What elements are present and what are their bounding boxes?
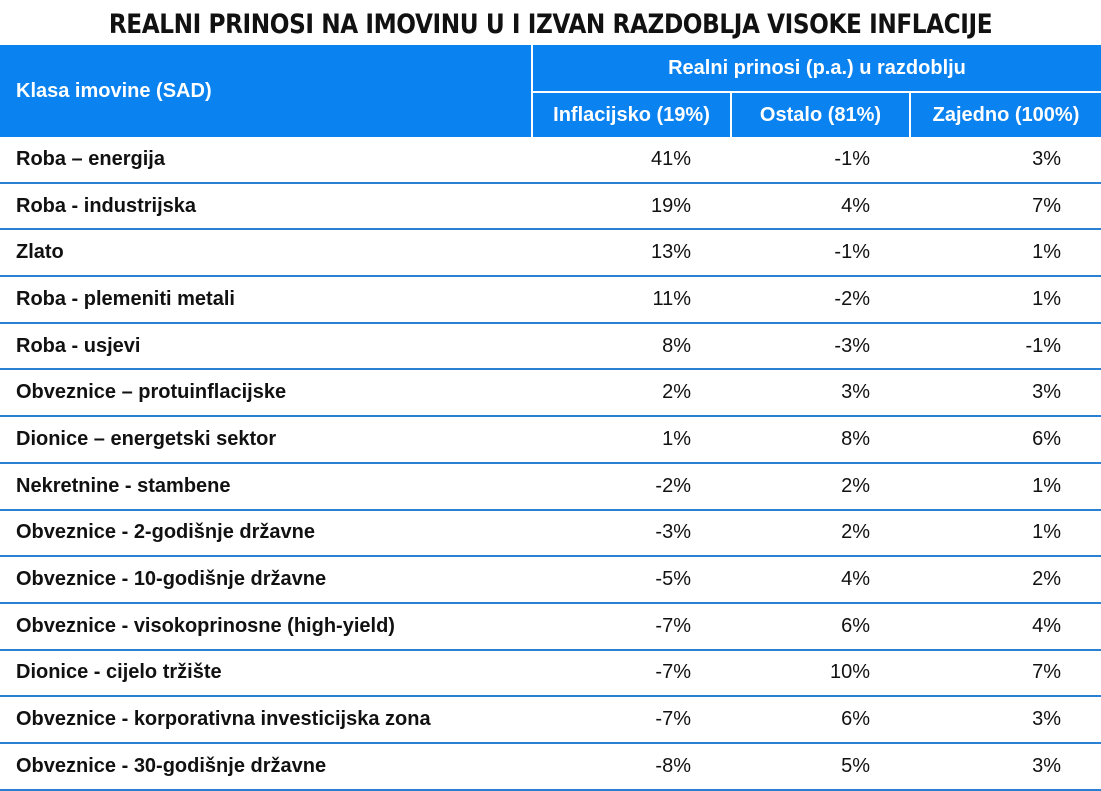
- asset-class-cell: Zlato: [0, 229, 532, 278]
- value-cell-inflation: -8%: [532, 742, 731, 791]
- value-cell-total: 3%: [910, 696, 1101, 744]
- value-cell-other: 2%: [731, 462, 910, 511]
- value-cell-other: 2%: [731, 509, 910, 558]
- table-row: Zlato 13% -1% 1%: [0, 229, 1101, 278]
- returns-table: Klasa imovine (SAD) Realni prinosi (p.a.…: [0, 45, 1101, 791]
- value-cell-inflation: -7%: [532, 696, 731, 744]
- table-row: Roba - plemeniti metali 11% -2% 1%: [0, 276, 1101, 324]
- value-cell-inflation: 1%: [532, 416, 731, 464]
- asset-class-cell: Nekretnine - stambene: [0, 462, 532, 511]
- table-row: Roba - industrijska 19% 4% 7%: [0, 182, 1101, 231]
- table-row: Obveznice - visokoprinosne (high-yield) -…: [0, 602, 1101, 651]
- value-cell-total: -1%: [910, 322, 1101, 371]
- table-row: Dionice - cijelo tržište -7% 10% 7%: [0, 649, 1101, 698]
- value-cell-inflation: -7%: [532, 602, 731, 651]
- asset-class-cell: Obveznice - korporativna investicijska z…: [0, 696, 532, 744]
- column-header-other: Ostalo (81%): [730, 92, 910, 137]
- value-cell-other: 3%: [731, 369, 910, 418]
- asset-class-cell: Obveznice – protuinflacijske: [0, 369, 532, 418]
- value-cell-total: 7%: [910, 649, 1101, 698]
- value-cell-total: 1%: [910, 509, 1101, 558]
- value-cell-inflation: -2%: [532, 462, 731, 511]
- period-group-header: Realni prinosi (p.a.) u razdoblju: [530, 45, 1101, 93]
- value-cell-inflation: 8%: [532, 322, 731, 371]
- value-cell-other: 6%: [731, 696, 910, 744]
- page-title: REALNI PRINOSI NA IMOVINU U I IZVAN RAZD…: [108, 9, 993, 40]
- asset-class-cell: Dionice - cijelo tržište: [0, 649, 532, 698]
- value-cell-inflation: -3%: [532, 509, 731, 558]
- table-row: Dionice – energetski sektor 1% 8% 6%: [0, 416, 1101, 464]
- value-cell-inflation: -7%: [532, 649, 731, 698]
- column-header-inflation: Inflacijsko (19%): [531, 92, 731, 137]
- value-cell-inflation: 13%: [532, 229, 731, 278]
- asset-class-cell: Roba - usjevi: [0, 322, 532, 371]
- asset-class-cell: Obveznice - 10-godišnje državne: [0, 556, 532, 604]
- value-cell-inflation: -5%: [532, 556, 731, 604]
- value-cell-inflation: 11%: [532, 276, 731, 324]
- value-cell-inflation: 19%: [532, 182, 731, 231]
- value-cell-total: 1%: [910, 229, 1101, 278]
- value-cell-total: 6%: [910, 416, 1101, 464]
- value-cell-other: 6%: [731, 602, 910, 651]
- value-cell-other: 4%: [731, 556, 910, 604]
- value-cell-total: 1%: [910, 462, 1101, 511]
- table-row: Obveznice - 2-godišnje državne -3% 2% 1%: [0, 509, 1101, 558]
- table-row: Roba - usjevi 8% -3% -1%: [0, 322, 1101, 371]
- value-cell-other: -1%: [731, 137, 910, 184]
- value-cell-total: 3%: [910, 742, 1101, 791]
- table-row: Obveznice - 10-godišnje državne -5% 4% 2%: [0, 556, 1101, 604]
- value-cell-other: 5%: [731, 742, 910, 791]
- asset-class-cell: Obveznice - visokoprinosne (high-yield): [0, 602, 532, 651]
- value-cell-other: 8%: [731, 416, 910, 464]
- asset-class-cell: Dionice – energetski sektor: [0, 416, 532, 464]
- value-cell-total: 1%: [910, 276, 1101, 324]
- asset-class-cell: Roba - industrijska: [0, 182, 532, 231]
- value-cell-total: 7%: [910, 182, 1101, 231]
- value-cell-total: 4%: [910, 602, 1101, 651]
- table-row: Roba – energija 41% -1% 3%: [0, 137, 1101, 184]
- asset-class-cell: Roba - plemeniti metali: [0, 276, 532, 324]
- asset-class-cell: Obveznice - 30-godišnje državne: [0, 742, 532, 791]
- value-cell-other: -3%: [731, 322, 910, 371]
- value-cell-other: 4%: [731, 182, 910, 231]
- value-cell-total: 3%: [910, 369, 1101, 418]
- table-row: Obveznice – protuinflacijske 2% 3% 3%: [0, 369, 1101, 418]
- table-row: Obveznice - 30-godišnje državne -8% 5% 3%: [0, 742, 1101, 791]
- value-cell-other: 10%: [731, 649, 910, 698]
- value-cell-other: -2%: [731, 276, 910, 324]
- value-cell-other: -1%: [731, 229, 910, 278]
- column-header-total: Zajedno (100%): [908, 92, 1101, 137]
- asset-class-cell: Obveznice - 2-godišnje državne: [0, 509, 532, 558]
- table-row: Obveznice - korporativna investicijska z…: [0, 696, 1101, 744]
- value-cell-inflation: 2%: [532, 369, 731, 418]
- asset-class-cell: Roba – energija: [0, 137, 532, 184]
- asset-class-header: Klasa imovine (SAD): [0, 45, 532, 137]
- table-row: Nekretnine - stambene -2% 2% 1%: [0, 462, 1101, 511]
- value-cell-inflation: 41%: [532, 137, 731, 184]
- value-cell-total: 3%: [910, 137, 1101, 184]
- value-cell-total: 2%: [910, 556, 1101, 604]
